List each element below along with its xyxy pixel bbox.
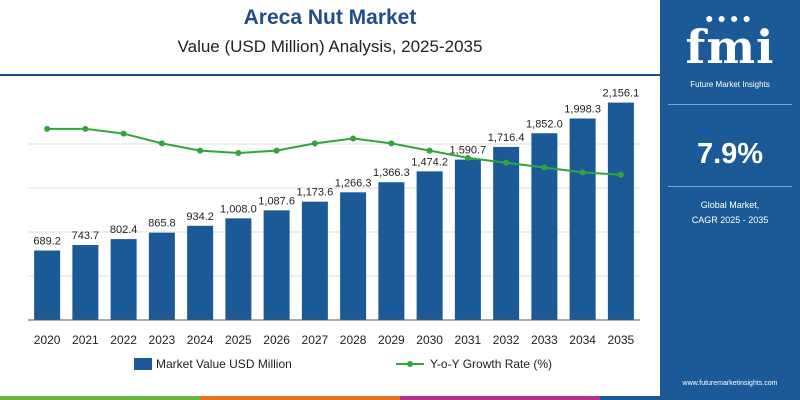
bar-label-2028: 1,266.3 xyxy=(335,177,372,189)
bar-2032 xyxy=(493,146,520,320)
strip-magenta xyxy=(400,396,600,400)
bar-2025 xyxy=(225,218,252,320)
growth-point-2033 xyxy=(541,164,548,171)
bar-2027 xyxy=(301,201,328,320)
bar-2035 xyxy=(607,102,634,320)
x-tick-2034: 2034 xyxy=(569,333,596,347)
bar-2030 xyxy=(416,171,443,320)
x-tick-2031: 2031 xyxy=(455,333,482,347)
bar-label-2022: 802.4 xyxy=(110,224,138,236)
growth-point-2020 xyxy=(44,125,51,132)
x-tick-2035: 2035 xyxy=(608,333,635,347)
x-tick-2030: 2030 xyxy=(416,333,443,347)
bar-2034 xyxy=(569,118,596,320)
market-chart: 689.2 2020 743.7 2021 802.4 2022 865.8 2023 934.… xyxy=(28,88,640,371)
bottom-color-strip xyxy=(0,396,800,400)
bar-2020 xyxy=(34,250,61,320)
cagr-label: Global Market, CAGR 2025 - 2035 xyxy=(660,198,800,228)
bar-2026 xyxy=(263,210,290,320)
bar-label-2027: 1,173.6 xyxy=(297,187,334,199)
bar-label-2030: 1,474.2 xyxy=(411,156,448,168)
x-tick-2032: 2032 xyxy=(493,333,520,347)
legend-bar-label: Market Value USD Million xyxy=(156,357,292,371)
sidebar-divider-mid xyxy=(668,186,792,187)
x-tick-2026: 2026 xyxy=(263,333,290,347)
bar-2031 xyxy=(454,159,481,320)
bar-2023 xyxy=(148,232,175,320)
growth-point-2032 xyxy=(503,159,510,166)
x-tick-2021: 2021 xyxy=(72,333,99,347)
cagr-value: 7.9% xyxy=(696,138,764,170)
x-tick-2027: 2027 xyxy=(302,333,329,347)
title-divider xyxy=(0,74,660,76)
legend-bar-swatch xyxy=(134,358,152,370)
growth-point-2029 xyxy=(388,140,395,147)
growth-point-2028 xyxy=(350,135,357,142)
bar-2029 xyxy=(378,182,405,320)
growth-point-2031 xyxy=(464,154,471,161)
growth-rate-line xyxy=(47,127,621,176)
website-url[interactable]: www.futuremarketinsights.com xyxy=(682,380,778,387)
growth-point-2035 xyxy=(617,171,624,178)
bar-label-2031: 1,590.7 xyxy=(450,145,487,157)
x-tick-2029: 2029 xyxy=(378,333,405,347)
bar-2024 xyxy=(187,225,214,320)
bar-label-2029: 1,366.3 xyxy=(373,167,410,179)
bar-label-2032: 1,716.4 xyxy=(488,132,525,144)
fmi-logo: fmi xyxy=(685,20,775,74)
legend-line-label: Y-o-Y Growth Rate (%) xyxy=(430,357,552,371)
growth-point-2021 xyxy=(82,125,89,132)
chart-title: Areca Nut Market xyxy=(243,6,417,29)
brand-sidebar: ●●●● fmi Future Market Insights 7.9% Glo… xyxy=(660,0,800,400)
bar-label-2023: 865.8 xyxy=(148,218,176,230)
bar-label-2034: 1,998.3 xyxy=(564,104,601,116)
strip-green xyxy=(0,396,200,400)
x-tick-2024: 2024 xyxy=(187,333,214,347)
growth-point-2026 xyxy=(273,147,280,154)
x-tick-2025: 2025 xyxy=(225,333,252,347)
growth-point-2022 xyxy=(120,130,127,137)
growth-point-2030 xyxy=(426,147,433,154)
x-tick-2033: 2033 xyxy=(531,333,558,347)
bar-label-2024: 934.2 xyxy=(186,211,214,223)
legend-line-marker xyxy=(407,361,413,367)
sidebar-divider-top xyxy=(668,104,792,105)
bar-2021 xyxy=(72,245,99,320)
bar-label-2021: 743.7 xyxy=(72,230,100,242)
chart-subtitle: Value (USD Million) Analysis, 2025-2035 xyxy=(177,37,483,56)
bar-label-2025: 1,008.0 xyxy=(220,203,257,215)
cagr-label-line1: Global Market, xyxy=(700,200,760,210)
logo-icons: ●●●● xyxy=(705,10,755,26)
strip-blue xyxy=(600,396,800,400)
bar-2028 xyxy=(340,192,367,320)
bar-label-2033: 1,852.0 xyxy=(526,118,563,130)
growth-point-2024 xyxy=(197,147,204,154)
growth-point-2027 xyxy=(311,140,318,147)
growth-point-2025 xyxy=(235,150,242,157)
bar-2022 xyxy=(110,239,137,320)
bar-label-2020: 689.2 xyxy=(33,236,61,248)
x-tick-2023: 2023 xyxy=(149,333,176,347)
logo-subtitle: Future Market Insights xyxy=(690,80,770,89)
bar-2033 xyxy=(531,133,558,320)
growth-point-2023 xyxy=(158,140,165,147)
x-tick-2028: 2028 xyxy=(340,333,367,347)
cagr-label-line2: CAGR 2025 - 2035 xyxy=(691,215,769,225)
growth-point-2034 xyxy=(579,169,586,176)
bar-label-2035: 2,156.1 xyxy=(603,88,640,100)
x-tick-2022: 2022 xyxy=(110,333,137,347)
x-tick-2020: 2020 xyxy=(34,333,61,347)
strip-orange xyxy=(200,396,400,400)
bar-label-2026: 1,087.6 xyxy=(258,195,295,207)
